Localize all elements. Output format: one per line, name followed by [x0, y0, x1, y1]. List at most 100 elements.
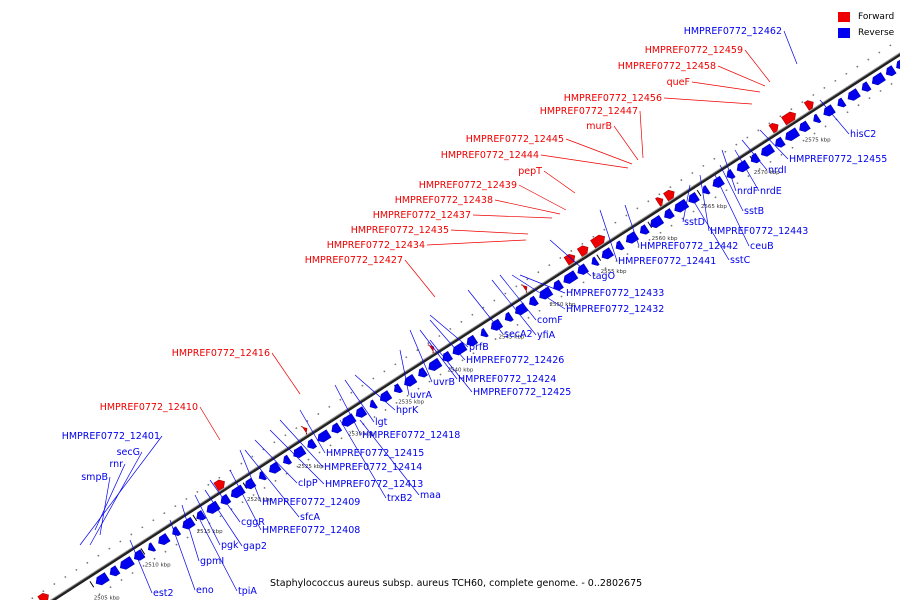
reverse-gene-arrow[interactable] [204, 500, 221, 516]
forward-gene-label: queF [667, 77, 690, 88]
reverse-gene-arrow[interactable] [724, 169, 736, 180]
reverse-gene-arrow[interactable] [464, 334, 479, 348]
forward-track-dot [42, 590, 45, 593]
reverse-track-dot [494, 338, 497, 340]
forward-gene-arrow[interactable] [37, 591, 51, 600]
reverse-gene-arrow[interactable] [710, 175, 725, 190]
kbp-tick [596, 254, 602, 261]
reverse-gene-arrow[interactable] [672, 198, 690, 214]
reverse-gene-arrow[interactable] [368, 399, 378, 411]
reverse-gene-arrow[interactable] [329, 422, 343, 435]
forward-gene-arrow[interactable] [590, 233, 607, 249]
reverse-track-dot [813, 132, 816, 135]
forward-gene-arrow[interactable] [563, 252, 577, 266]
reverse-gene-arrow[interactable] [257, 470, 267, 482]
reverse-track-dot [692, 210, 695, 213]
reverse-gene-arrow[interactable] [267, 461, 282, 476]
legend-reverse-label: Reverse [858, 28, 895, 38]
forward-track-dot [394, 363, 397, 366]
reverse-gene-arrow[interactable] [194, 510, 207, 522]
reverse-gene-arrow[interactable] [589, 256, 600, 268]
reverse-gene-arrow[interactable] [811, 113, 822, 125]
reverse-gene-arrow[interactable] [614, 240, 625, 252]
reverse-gene-arrow[interactable] [783, 127, 801, 143]
forward-gene-arrow[interactable] [427, 343, 436, 354]
reverse-gene-arrow[interactable] [600, 247, 615, 262]
reverse-gene-arrow[interactable] [759, 143, 776, 159]
reverse-gene-arrow[interactable] [835, 97, 847, 109]
reverse-gene-label: HMPREF0772_12418 [362, 430, 460, 441]
reverse-gene-arrow[interactable] [94, 572, 110, 588]
reverse-gene-arrow[interactable] [416, 367, 428, 380]
reverse-gene-arrow[interactable] [624, 231, 640, 246]
reverse-gene-arrow[interactable] [503, 311, 514, 323]
reverse-gene-arrow[interactable] [846, 88, 861, 103]
forward-gene-arrow[interactable] [520, 283, 529, 294]
reverse-gene-arrow[interactable] [440, 351, 454, 363]
forward-gene-arrow[interactable] [300, 425, 309, 435]
reverse-track-dot [758, 168, 761, 170]
reverse-gene-arrow[interactable] [638, 224, 650, 237]
reverse-gene-arrow[interactable] [821, 104, 836, 119]
reverse-gene-arrow[interactable] [243, 477, 257, 491]
label-leader-line [624, 204, 640, 247]
forward-gene-arrow[interactable] [781, 110, 798, 126]
reverse-track-dot [659, 231, 662, 234]
labels-layer: HMPREF0772_12462 HMPREF0772_12459 HMPREF07… [62, 26, 888, 599]
reverse-gene-label: maa [420, 490, 441, 501]
forward-track-dot [185, 498, 188, 500]
reverse-gene-arrow[interactable] [281, 454, 292, 466]
reverse-gene-arrow[interactable] [108, 565, 121, 578]
reverse-gene-arrow[interactable] [305, 438, 318, 451]
reverse-gene-arrow[interactable] [527, 295, 539, 308]
reverse-gene-arrow[interactable] [575, 263, 589, 277]
reverse-gene-arrow[interactable] [402, 374, 418, 388]
reverse-gene-arrow[interactable] [340, 413, 357, 429]
reverse-gene-arrow[interactable] [478, 328, 489, 339]
forward-gene-label: HMPREF0772_12438 [395, 195, 493, 206]
reverse-gene-arrow[interactable] [218, 493, 232, 506]
reverse-gene-arrow[interactable] [749, 152, 761, 165]
reverse-gene-arrow[interactable] [648, 215, 665, 230]
forward-track-dot [383, 370, 386, 373]
reverse-gene-arrow[interactable] [773, 136, 786, 149]
label-leader-line [299, 409, 326, 454]
reverse-gene-arrow[interactable] [315, 429, 332, 445]
reverse-gene-arrow[interactable] [489, 318, 504, 333]
forward-gene-arrow[interactable] [803, 98, 816, 111]
reverse-gene-arrow[interactable] [450, 341, 468, 357]
reverse-gene-arrow[interactable] [354, 406, 368, 420]
reverse-gene-label: HMPREF0772_12408 [262, 525, 360, 536]
forward-gene-arrow[interactable] [768, 121, 781, 134]
reverse-gene-arrow[interactable] [662, 208, 675, 221]
forward-gene-arrow[interactable] [663, 188, 676, 202]
reverse-gene-arrow[interactable] [884, 65, 897, 78]
reverse-gene-arrow[interactable] [156, 533, 171, 547]
label-leader-line [344, 379, 375, 423]
reverse-gene-arrow[interactable] [132, 549, 146, 563]
forward-track-dot [405, 356, 408, 359]
reverse-gene-arrow[interactable] [537, 286, 554, 302]
reverse-gene-arrow[interactable] [870, 72, 886, 87]
reverse-gene-arrow[interactable] [146, 542, 157, 554]
reverse-gene-arrow[interactable] [551, 279, 564, 292]
reverse-gene-arrow[interactable] [392, 383, 403, 395]
reverse-gene-arrow[interactable] [860, 81, 872, 94]
label-leader-line [254, 439, 298, 484]
reverse-gene-arrow[interactable] [426, 357, 443, 373]
reverse-gene-arrow[interactable] [229, 484, 246, 500]
forward-gene-arrow[interactable] [655, 195, 665, 207]
reverse-gene-arrow[interactable] [700, 185, 711, 197]
reverse-gene-arrow[interactable] [118, 556, 135, 571]
reverse-gene-label: HMPREF0772_12426 [466, 355, 564, 366]
reverse-gene-arrow[interactable] [797, 120, 811, 134]
label-leader-line [79, 435, 163, 546]
reverse-gene-arrow[interactable] [170, 526, 182, 538]
forward-gene-arrow[interactable] [213, 478, 227, 492]
reverse-gene-arrow[interactable] [180, 516, 196, 531]
reverse-gene-arrow[interactable] [561, 270, 579, 286]
reverse-gene-arrow[interactable] [378, 390, 393, 405]
reverse-track-dot [197, 529, 200, 532]
forward-track-dot [757, 129, 760, 132]
forward-gene-arrow[interactable] [576, 244, 590, 257]
